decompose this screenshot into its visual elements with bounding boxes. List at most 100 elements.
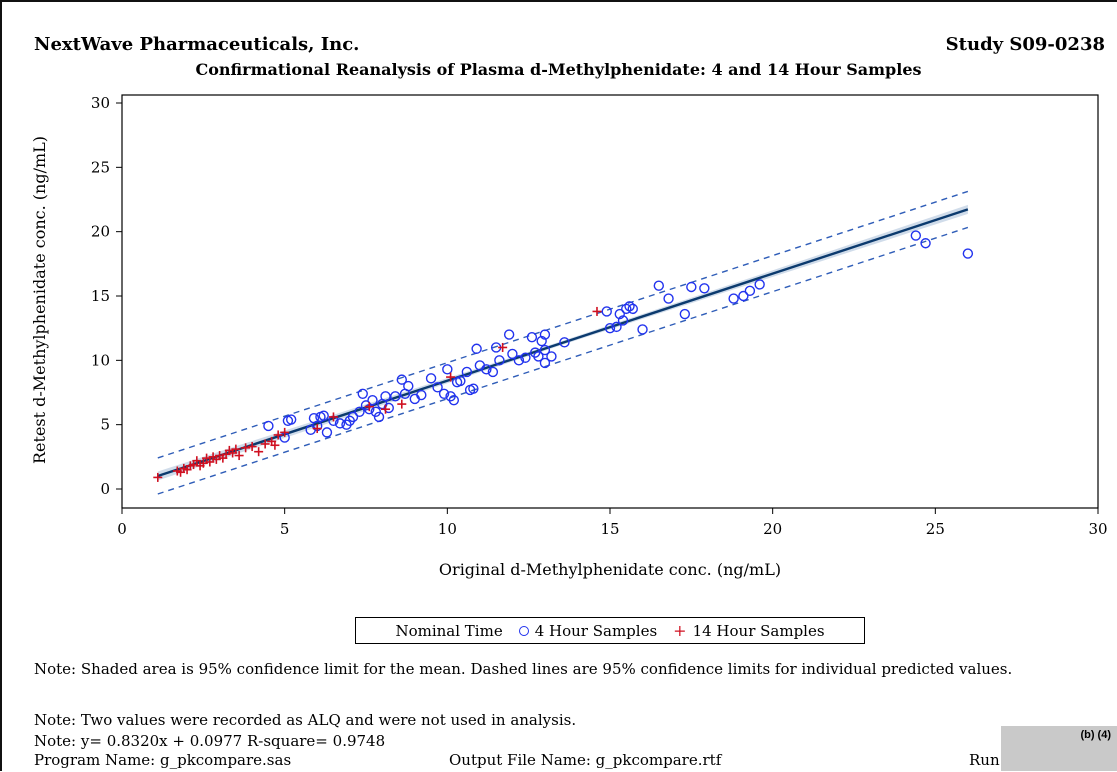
point-14-hour [446,372,456,382]
y-tick-label: 0 [100,480,110,498]
point-4-hour [347,411,359,423]
point-14-hour [270,440,280,450]
legend-label-14-hour: 14 Hour Samples [692,621,825,640]
point-4-hour [367,395,378,406]
circle-marker-icon [518,625,529,636]
point-4-hour [738,290,749,302]
point-4-hour [263,420,274,432]
note-confidence: Note: Shaded area is 95% confidence limi… [34,660,1013,678]
point-4-hour [507,348,518,360]
legend-item-14-hour: + 14 Hour Samples [673,622,824,640]
point-4-hour [621,303,632,315]
point-4-hour [468,383,479,394]
note-alq: Note: Two values were recorded as ALQ an… [34,711,577,729]
point-4-hour [442,364,453,375]
point-4-hour [513,355,525,366]
data-point-layer [153,230,974,482]
point-4-hour [617,315,629,326]
point-4-hour [425,373,437,384]
point-4-hour [432,382,443,393]
point-4-hour [601,306,612,317]
plus-marker-icon: + [673,620,687,640]
footer: Program Name: g_pkcompare.sas Output Fil… [34,751,1034,772]
redaction-box: (b) (4) [1001,726,1117,771]
x-tick-label: 10 [438,520,457,538]
x-tick-label: 25 [926,520,945,538]
point-4-hour [539,329,551,340]
point-4-hour [663,293,674,304]
y-axis-label: Retest d-Methylphenidate conc. (ng/mL) [30,136,49,464]
point-4-hour [744,285,756,297]
point-14-hour [241,443,251,453]
legend-title: Nominal Time [395,621,503,640]
point-14-hour [328,412,338,422]
y-tick-label: 25 [91,158,110,176]
point-14-hour [260,439,270,449]
point-4-hour [354,406,365,417]
point-4-hour [520,352,531,363]
point-14-hour [592,306,602,316]
regression-line [157,208,969,478]
point-4-hour [533,351,544,362]
point-4-hour [754,279,765,290]
y-tick-label: 15 [91,287,110,305]
scatter-chart: 0 5 10 15 20 25 30 0 5 10 15 20 25 30 Original d-Meth… [30,94,1108,579]
frame-top-border [0,0,1117,2]
study-id: Study S09-0238 [945,34,1105,55]
point-14-hour [254,447,264,457]
point-4-hour [653,280,664,291]
company-name: NextWave Pharmaceuticals, Inc. [34,34,360,55]
point-4-hour [487,366,499,378]
point-4-hour [438,388,450,399]
point-4-hour [390,391,401,402]
point-4-hour [546,351,557,362]
axis-layer: 0 5 10 15 20 25 30 0 5 10 15 20 25 30 [91,94,1108,538]
program-name: Program Name: g_pkcompare.sas [34,751,292,769]
point-14-hour [247,442,257,452]
point-4-hour [455,375,466,387]
x-tick-label: 20 [763,520,782,538]
point-14-hour [198,458,208,468]
point-4-hour [559,337,570,348]
point-14-hour [364,402,374,412]
point-4-hour [920,238,931,249]
upper-prediction-limit [157,190,969,459]
point-4-hour [962,248,974,259]
output-file-name: Output File Name: g_pkcompare.rtf [449,751,722,769]
point-4-hour [494,355,505,366]
point-4-hour [380,391,391,402]
point-14-hour [280,427,290,437]
point-4-hour [679,308,691,320]
point-4-hour [448,395,460,406]
point-4-hour [526,331,538,343]
point-4-hour [321,427,333,438]
point-14-hour [234,451,244,461]
note-regression: Note: y= 0.8320x + 0.0977 R-square= 0.97… [34,732,386,750]
point-14-hour [273,430,283,440]
lower-prediction-limit [157,226,969,495]
point-4-hour [627,303,638,315]
x-tick-label: 15 [600,520,619,538]
y-tick-label: 10 [91,351,110,369]
point-4-hour [539,357,551,369]
point-14-hour [312,424,322,434]
point-4-hour [285,414,297,425]
legend: Nominal Time 4 Hour Samples + 14 Hour Sa… [355,617,865,644]
point-4-hour [728,293,739,304]
point-14-hour [381,404,391,414]
point-4-hour [481,364,492,375]
legend-item-4-hour: 4 Hour Samples [518,622,657,640]
point-14-hour [192,456,202,466]
y-tick-label: 20 [91,223,110,241]
regression-line-layer [157,190,969,495]
point-14-hour [498,342,508,352]
point-4-hour [624,301,635,312]
point-4-hour [910,230,922,241]
x-tick-label: 5 [280,520,290,538]
point-14-hour [205,457,215,467]
point-14-hour [231,444,241,454]
point-4-hour [637,324,648,335]
point-4-hour [403,380,414,392]
point-4-hour [536,335,547,347]
